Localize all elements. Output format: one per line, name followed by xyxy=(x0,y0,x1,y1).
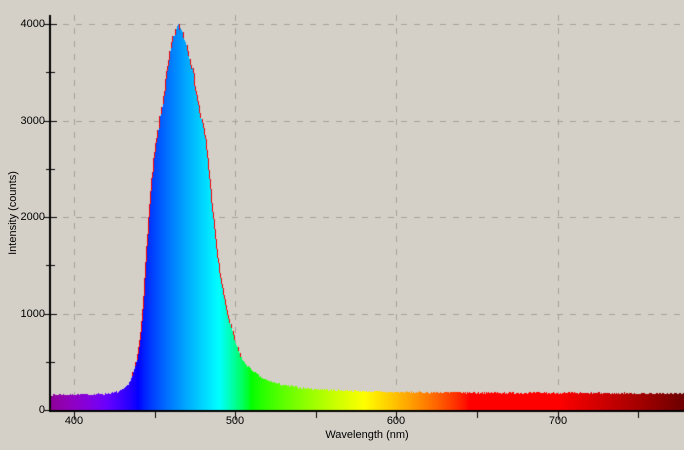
x-tick-label-700: 700 xyxy=(548,415,568,427)
x-tick-label-400: 400 xyxy=(64,415,84,427)
y-tick-label-0: 0 xyxy=(38,404,45,416)
y-tick-label-3000: 3000 xyxy=(20,115,45,127)
y-tick-label-4000: 4000 xyxy=(20,18,45,30)
x-tick-label-600: 600 xyxy=(386,415,406,427)
x-tick-label-500: 500 xyxy=(225,415,245,427)
y-axis-title: Intensity (counts) xyxy=(7,171,19,255)
y-tick-label-1000: 1000 xyxy=(20,308,45,320)
x-axis-title: Wavelength (nm) xyxy=(325,429,409,441)
y-tick-label-2000: 2000 xyxy=(20,211,45,223)
